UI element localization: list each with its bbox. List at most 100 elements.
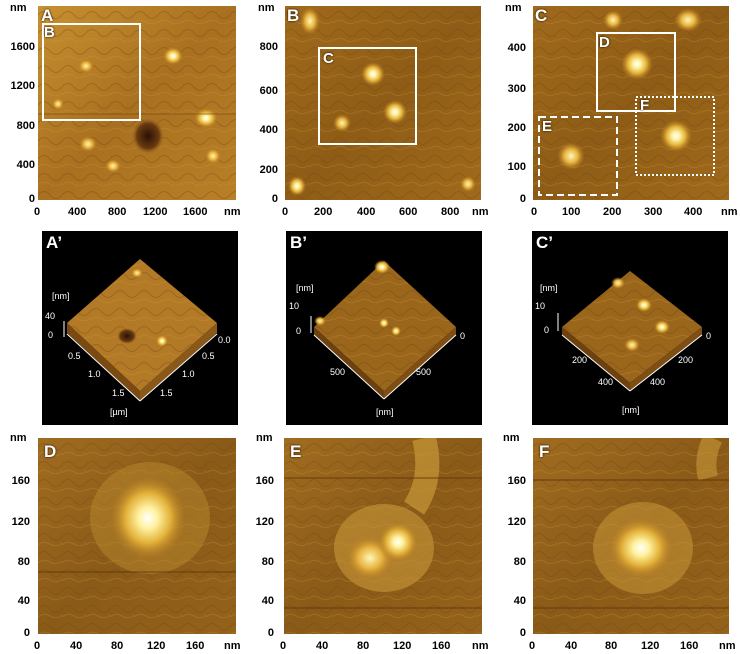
afm-3d-panel-c: C’ 10 [nm] 0 200 400 0 200 400 [nm] [532, 231, 728, 425]
x-tick: 40 [316, 640, 329, 652]
y-tick: 200 [259, 164, 278, 176]
y-unit-label: nm [505, 2, 522, 14]
x-tick: 100 [562, 206, 581, 218]
y-unit-label: nm [256, 432, 273, 444]
right-axis-tick: 0.5 [202, 351, 215, 361]
z-zero-label: 0 [296, 326, 302, 336]
right-axis-tick: 0 [706, 331, 712, 341]
z-scale-label: 40 [45, 311, 56, 321]
afm-panel-a: nm A B 1600 1200 800 400 0 0 400 800 120… [0, 0, 245, 220]
z-unit-label: [nm] [540, 283, 558, 293]
y-tick: 120 [11, 516, 30, 528]
left-axis-tick: 1.5 [112, 388, 125, 398]
x-tick: 120 [641, 640, 660, 652]
right-axis-tick: 0 [460, 331, 466, 341]
afm-image-e: E [284, 438, 482, 634]
y-tick: 160 [507, 475, 526, 487]
y-tick: 80 [261, 556, 274, 568]
y-tick: 40 [261, 595, 274, 607]
x-unit-label: nm [472, 206, 489, 218]
y-tick: 120 [507, 516, 526, 528]
x-tick: 80 [605, 640, 618, 652]
left-axis-tick: 400 [598, 377, 614, 387]
x-tick: 600 [399, 206, 418, 218]
y-tick: 80 [17, 556, 30, 568]
afm-panel-d: nm D 160 120 80 40 0 0 40 80 120 160 nm [0, 430, 245, 654]
panel-label-e: E [290, 442, 302, 461]
x-tick: 80 [357, 640, 370, 652]
panel-label-c: C [535, 6, 548, 25]
y-tick: 800 [16, 120, 35, 132]
x-tick: 400 [684, 206, 703, 218]
y-tick: 1600 [10, 41, 35, 53]
y-tick: 160 [255, 475, 274, 487]
inset-label-f: F [640, 97, 650, 114]
axis-unit-label: [µm] [110, 407, 128, 417]
x-tick: 0 [280, 640, 287, 652]
panel-label-d: D [44, 442, 57, 461]
right-axis-tick: 500 [416, 367, 432, 377]
right-axis-tick: 1.0 [182, 369, 195, 379]
y-tick: 0 [519, 193, 526, 205]
y-tick: 1200 [10, 80, 35, 92]
x-tick: 0 [529, 640, 536, 652]
x-tick: 200 [314, 206, 333, 218]
y-tick: 400 [259, 124, 278, 136]
inset-label-b: B [44, 24, 55, 41]
x-tick: 120 [393, 640, 412, 652]
y-tick: 100 [507, 161, 526, 173]
x-tick: 300 [644, 206, 663, 218]
x-tick: 1200 [143, 206, 168, 218]
x-unit-label: nm [224, 640, 241, 652]
x-tick: 800 [441, 206, 460, 218]
y-tick: 0 [271, 193, 278, 205]
x-tick: 0 [282, 206, 289, 218]
x-tick: 0 [34, 640, 41, 652]
y-tick: 0 [28, 193, 35, 205]
x-unit-label: nm [719, 640, 736, 652]
inset-label-c: C [323, 50, 334, 67]
y-tick: 200 [507, 122, 526, 134]
x-tick: 160 [680, 640, 699, 652]
x-tick: 160 [432, 640, 451, 652]
axis-unit-label: [nm] [376, 407, 394, 417]
x-tick: 400 [68, 206, 87, 218]
x-tick: 40 [565, 640, 578, 652]
afm-3d-panel-b: B’ 10 [nm] 0 500 0 500 [nm] [286, 231, 482, 425]
afm-image-f: F [533, 438, 729, 634]
x-tick: 200 [603, 206, 622, 218]
x-tick: 80 [111, 640, 124, 652]
panel-label-f: F [539, 442, 550, 461]
y-tick: 0 [23, 627, 30, 639]
z-zero-label: 0 [544, 325, 550, 335]
right-axis-tick: 0.0 [218, 335, 231, 345]
y-unit-label: nm [10, 432, 27, 444]
panel-label-b: B [287, 6, 300, 25]
x-tick: 0 [34, 206, 41, 218]
z-scale-label: 10 [289, 301, 300, 311]
afm-image-d: D [38, 438, 236, 634]
z-unit-label: [nm] [296, 283, 314, 293]
y-tick: 300 [507, 83, 526, 95]
left-axis-tick: 500 [330, 367, 346, 377]
y-tick: 120 [255, 516, 274, 528]
afm-panel-e: nm E 160 120 80 40 0 0 40 80 120 160 nm [248, 430, 493, 654]
y-tick: 40 [513, 595, 526, 607]
axis-unit-label: [nm] [622, 405, 640, 415]
inset-label-d: D [599, 34, 610, 51]
right-axis-tick: 200 [678, 355, 694, 365]
z-unit-label: [nm] [52, 291, 70, 301]
x-unit-label: nm [472, 640, 489, 652]
right-axis-tick: 1.5 [160, 388, 173, 398]
y-tick: 40 [17, 595, 30, 607]
x-tick: 1600 [183, 206, 208, 218]
x-tick: 400 [357, 206, 376, 218]
afm-image-a: A B [38, 6, 236, 200]
afm-image-b: B C [285, 6, 481, 200]
inset-label-e: E [542, 118, 553, 135]
y-tick: 160 [11, 475, 30, 487]
x-tick: 0 [531, 206, 538, 218]
afm-3d-panel-a: A’ 40 [nm] 0 0.5 1.0 1.5 0.0 0.5 1.0 1.5… [42, 231, 238, 425]
afm-panel-b: nm B C 800 600 400 200 0 0 200 400 600 8… [250, 0, 495, 220]
afm-panel-f: nm F 160 120 80 40 0 0 40 80 120 160 nm [495, 430, 740, 654]
